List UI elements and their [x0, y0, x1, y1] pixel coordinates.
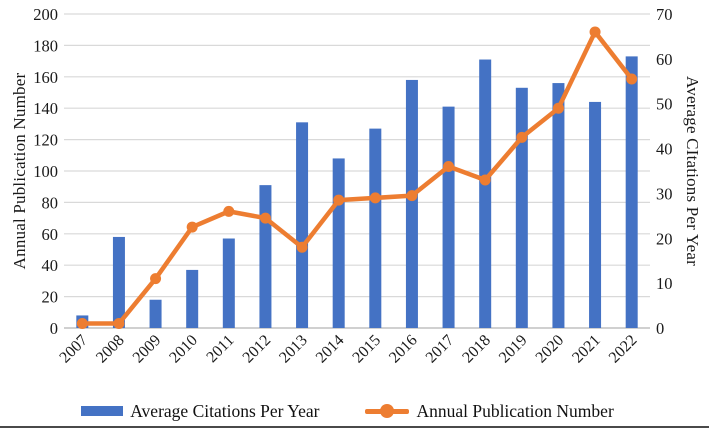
bar-2021	[589, 101, 602, 328]
right-tick-50: 50	[656, 95, 673, 114]
left-tick-100: 100	[33, 162, 58, 181]
left-tick-80: 80	[42, 193, 59, 212]
left-axis-title: Annual Publication Number	[10, 72, 29, 270]
legend-label-bars: Average Citations Per Year	[130, 400, 320, 421]
line-marker-2015	[369, 192, 381, 204]
right-tick-60: 60	[656, 50, 673, 69]
line-marker-2010	[186, 221, 198, 233]
bar-2015	[369, 128, 382, 328]
x-tick-2012: 2012	[240, 332, 275, 367]
left-tick-0: 0	[50, 319, 58, 338]
legend-label-line: Annual Publication Number	[416, 400, 614, 421]
left-tick-120: 120	[33, 131, 58, 150]
x-tick-2015: 2015	[349, 332, 384, 367]
bar-2008	[112, 236, 125, 328]
line-marker-2022	[626, 73, 638, 85]
legend-item-line: Annual Publication Number	[365, 400, 614, 422]
line-marker-2012	[259, 212, 271, 224]
x-tick-2016: 2016	[386, 332, 421, 367]
x-tick-2013: 2013	[276, 332, 311, 367]
right-tick-20: 20	[656, 229, 673, 248]
x-tick-2009: 2009	[130, 332, 165, 367]
left-tick-60: 60	[42, 225, 59, 244]
left-tick-200: 200	[33, 5, 58, 24]
right-tick-30: 30	[656, 184, 673, 203]
x-tick-2008: 2008	[93, 332, 128, 367]
right-tick-10: 10	[656, 274, 673, 293]
right-tick-40: 40	[656, 140, 673, 159]
line-marker-2013	[296, 241, 308, 253]
line-marker-2011	[223, 205, 235, 217]
x-tick-2018: 2018	[459, 332, 494, 367]
chart-legend: Average Citations Per Year Annual Public…	[0, 399, 695, 423]
left-tick-140: 140	[33, 99, 58, 118]
legend-item-bars: Average Citations Per Year	[81, 401, 319, 422]
right-tick-0: 0	[656, 319, 664, 338]
line-marker-2008	[113, 318, 125, 330]
x-tick-2014: 2014	[313, 332, 348, 367]
x-tick-2021: 2021	[569, 332, 604, 367]
left-tick-180: 180	[33, 36, 58, 55]
bar-2010	[186, 269, 199, 328]
bar-series-swatch-icon	[81, 406, 124, 416]
bar-2018	[479, 59, 492, 328]
x-tick-2022: 2022	[606, 332, 641, 367]
x-tick-2019: 2019	[496, 332, 531, 367]
x-tick-2017: 2017	[423, 332, 458, 367]
right-tick-70: 70	[656, 5, 673, 24]
bar-2022	[625, 56, 638, 328]
right-axis-title: Average CItations Per Year	[683, 76, 702, 266]
line-series-path	[80, 29, 634, 326]
left-tick-160: 160	[33, 68, 58, 87]
bar-2020	[552, 83, 565, 328]
line-marker-2009	[150, 273, 162, 285]
bar-2014	[332, 158, 345, 328]
line-marker-2007	[76, 318, 88, 330]
line-marker-2020	[552, 102, 564, 114]
bar-2011	[222, 238, 235, 328]
line-marker-2019	[516, 131, 528, 143]
line-series-swatch-icon	[365, 404, 410, 418]
bar-2016	[405, 79, 418, 328]
figure-bottom-border	[0, 426, 709, 428]
x-tick-2010: 2010	[166, 332, 201, 367]
line-marker-2018	[479, 174, 491, 186]
line-marker-2021	[589, 26, 601, 38]
x-tick-2020: 2020	[533, 332, 568, 367]
line-marker-2016	[406, 190, 418, 202]
chart-plot-area: 0 20 40 60 80 100 120 140 160 180 200 0 10 20 30 40 50 60…	[33, 5, 673, 367]
line-marker-2017	[443, 161, 455, 173]
x-tick-2007: 2007	[56, 332, 91, 367]
left-tick-20: 20	[42, 288, 59, 307]
left-tick-40: 40	[42, 256, 59, 275]
bar-2013	[296, 122, 309, 328]
line-marker-2014	[333, 194, 345, 206]
bar-2017	[442, 106, 455, 328]
bar-2009	[149, 299, 162, 328]
x-tick-2011: 2011	[203, 332, 237, 366]
bar-2019	[515, 87, 528, 328]
bar-2012	[259, 185, 272, 328]
